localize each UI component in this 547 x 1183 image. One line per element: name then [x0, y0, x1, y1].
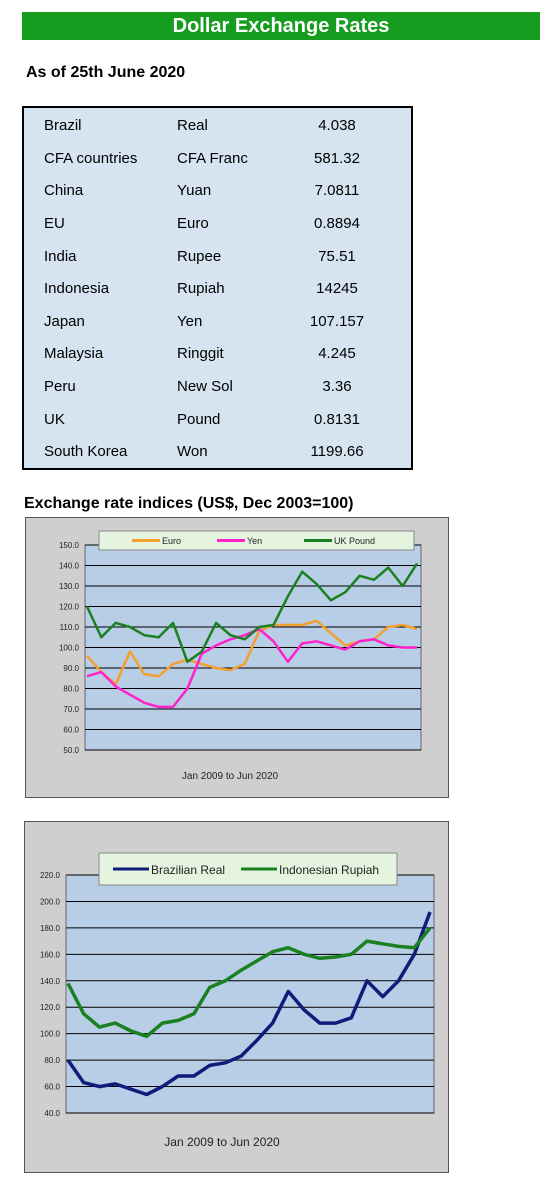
- currency-cell: Ringgit: [177, 345, 224, 363]
- currency-cell: CFA Franc: [177, 149, 248, 167]
- y-tick-label: 110.0: [60, 623, 80, 632]
- y-tick-label: 130.0: [59, 582, 80, 591]
- rates-table-body: Brazil Real 4.038 CFA countries CFA Franc 581…: [44, 110, 397, 469]
- currency-cell: Pound: [177, 410, 221, 428]
- currency-cell: Real: [177, 117, 208, 135]
- as-of-date: As of 25th June 2020: [26, 64, 186, 81]
- country-cell: UK: [44, 410, 65, 428]
- rates-row: South Korea Won 1199.66: [44, 436, 397, 469]
- y-tick-label: 120.0: [59, 603, 80, 612]
- y-tick-label: 60.0: [44, 1083, 60, 1092]
- chart-euro-yen-pound: 150.0 140.0 130.0 120.0 110.0 100.0 90.0 80.0 70…: [25, 517, 449, 798]
- series-line-indonesian-rupiah: [66, 926, 432, 1039]
- y-tick-label: 100.0: [59, 644, 80, 653]
- x-axis-label: Jan 2009 to Jun 2020: [182, 771, 279, 782]
- country-cell: Peru: [44, 378, 76, 396]
- rates-row: UK Pound 0.8131: [44, 403, 397, 436]
- chart-real-rupiah: 220.0 200.0 180.0 160.0 140.0 120.0 100.0 80.0 6…: [24, 821, 449, 1173]
- legend-label: Brazilian Real: [151, 863, 225, 877]
- y-tick-label: 40.0: [44, 1109, 60, 1118]
- y-tick-label: 60.0: [63, 726, 79, 735]
- y-tick-label: 150.0: [59, 541, 80, 550]
- page-title: Dollar Exchange Rates: [172, 15, 390, 37]
- currency-cell: Rupiah: [177, 280, 225, 298]
- rates-row: Japan Yen 107.157: [44, 306, 397, 339]
- rate-cell: 0.8894: [314, 215, 360, 233]
- rates-row: Peru New Sol 3.36: [44, 371, 397, 404]
- currency-cell: Yen: [177, 312, 203, 330]
- rates-row: Brazil Real 4.038: [44, 110, 397, 143]
- y-tick-label: 100.0: [40, 1030, 61, 1039]
- y-tick-label: 80.0: [63, 685, 79, 694]
- y-tick-label: 80.0: [44, 1056, 60, 1065]
- rates-row: CFA countries CFA Franc 581.32: [44, 143, 397, 176]
- y-tick-label: 180.0: [40, 924, 61, 933]
- rate-cell: 1199.66: [310, 443, 364, 461]
- rate-cell: 107.157: [309, 312, 365, 330]
- y-tick-label: 200.0: [40, 897, 61, 906]
- series-line-brazilian-real: [66, 911, 432, 1097]
- y-tick-label: 140.0: [40, 977, 61, 986]
- y-tick-label: 70.0: [63, 705, 79, 714]
- rate-cell: 581.32: [314, 149, 360, 167]
- country-cell: EU: [44, 215, 65, 233]
- legend: Brazilian Real Indonesian Rupiah: [98, 852, 398, 886]
- rate-cell: 75.51: [318, 247, 356, 265]
- exchange-rates-table: Brazil Real 4.038 CFA countries CFA Franc 581…: [22, 106, 413, 470]
- page-title-banner: Dollar Exchange Rates: [22, 12, 540, 40]
- legend-label: Euro: [162, 536, 181, 546]
- rate-cell: 4.245: [318, 345, 356, 363]
- rate-cell: 3.36: [322, 378, 352, 396]
- y-tick-label: 160.0: [40, 950, 61, 959]
- x-axis-label: Jan 2009 to Jun 2020: [164, 1135, 280, 1149]
- legend: Euro Yen UK Pound: [98, 530, 415, 551]
- rates-row: EU Euro 0.8894: [44, 208, 397, 241]
- y-tick-label: 50.0: [63, 746, 79, 755]
- country-cell: China: [44, 182, 84, 200]
- y-tick-label: 90.0: [63, 664, 79, 673]
- legend-label: Yen: [247, 536, 262, 546]
- y-tick-label: 140.0: [59, 562, 80, 571]
- country-cell: Japan: [44, 312, 85, 330]
- rate-cell: 4.038: [318, 117, 356, 135]
- currency-cell: Yuan: [177, 182, 212, 200]
- indices-section-title: Exchange rate indices (US$, Dec 2003=100…: [24, 495, 354, 512]
- series-line-uk-pound: [85, 562, 419, 664]
- y-tick-label: 120.0: [40, 1003, 61, 1012]
- rates-row: India Rupee 75.51: [44, 240, 397, 273]
- currency-cell: Won: [177, 443, 208, 461]
- legend-box: [98, 530, 415, 551]
- rate-cell: 14245: [316, 280, 358, 298]
- legend-label: Indonesian Rupiah: [279, 863, 379, 877]
- country-cell: Brazil: [44, 117, 82, 135]
- rates-row: China Yuan 7.0811: [44, 175, 397, 208]
- legend-label: UK Pound: [334, 536, 375, 546]
- country-cell: Indonesia: [44, 280, 110, 298]
- country-cell: Malaysia: [44, 345, 104, 363]
- plot-area: [65, 874, 435, 1114]
- country-cell: South Korea: [44, 443, 128, 461]
- country-cell: CFA countries: [44, 149, 138, 167]
- country-cell: India: [44, 247, 77, 265]
- currency-cell: Rupee: [177, 247, 222, 265]
- rate-cell: 0.8131: [314, 410, 360, 428]
- rates-row: Indonesia Rupiah 14245: [44, 273, 397, 306]
- currency-cell: Euro: [177, 215, 209, 233]
- y-tick-label: 220.0: [40, 871, 61, 880]
- rates-row: Malaysia Ringgit 4.245: [44, 338, 397, 371]
- rate-cell: 7.0811: [314, 182, 360, 200]
- currency-cell: New Sol: [177, 378, 233, 396]
